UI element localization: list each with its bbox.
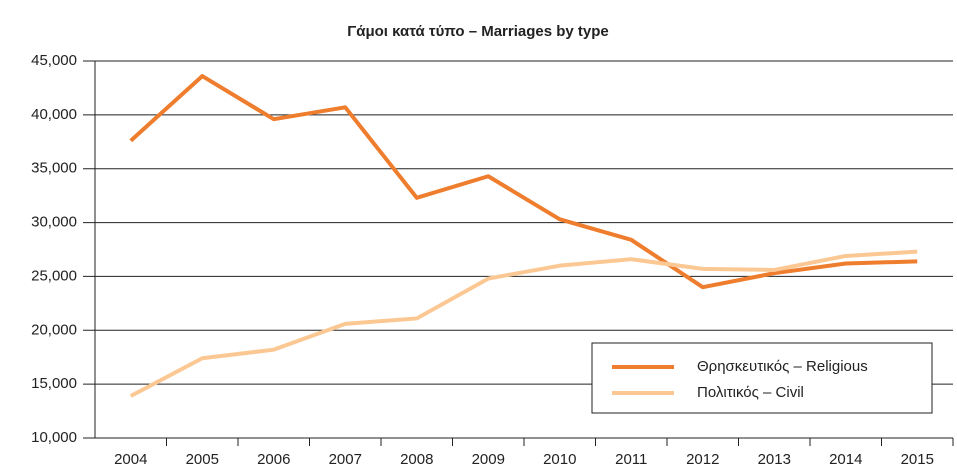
y-tick-label: 35,000 (31, 160, 77, 177)
x-tick-label: 2014 (829, 451, 862, 468)
x-tick-label: 2008 (400, 451, 433, 468)
series-line (129, 249, 918, 398)
y-tick-label: 25,000 (31, 267, 77, 284)
y-tick-label: 15,000 (31, 375, 77, 392)
x-tick-label: 2011 (615, 451, 647, 468)
chart-title: Γάμοι κατά τύπο – Marriages by type (347, 23, 609, 40)
x-tick-label: 2005 (186, 451, 219, 468)
x-tick-label: 2010 (543, 451, 576, 468)
y-tick-label: 20,000 (31, 321, 77, 338)
x-tick-label: 2012 (686, 451, 719, 468)
series-line (129, 74, 918, 290)
x-tick-label: 2013 (758, 451, 791, 468)
y-tick-label: 30,000 (31, 214, 77, 231)
y-tick-label: 40,000 (31, 106, 77, 123)
x-tick-label: 2009 (472, 451, 505, 468)
x-tick-label: 2004 (114, 451, 147, 468)
x-tick-label: 2007 (329, 451, 362, 468)
legend-box (591, 342, 933, 414)
x-tick-label: 2015 (901, 451, 934, 468)
y-tick-label: 45,000 (31, 52, 77, 69)
legend-label: Πολιτικός – Civil (697, 384, 804, 401)
x-tick-label: 2006 (257, 451, 290, 468)
y-tick-label: 10,000 (31, 429, 77, 446)
legend-label: Θρησκευτικός – Religious (697, 358, 868, 375)
